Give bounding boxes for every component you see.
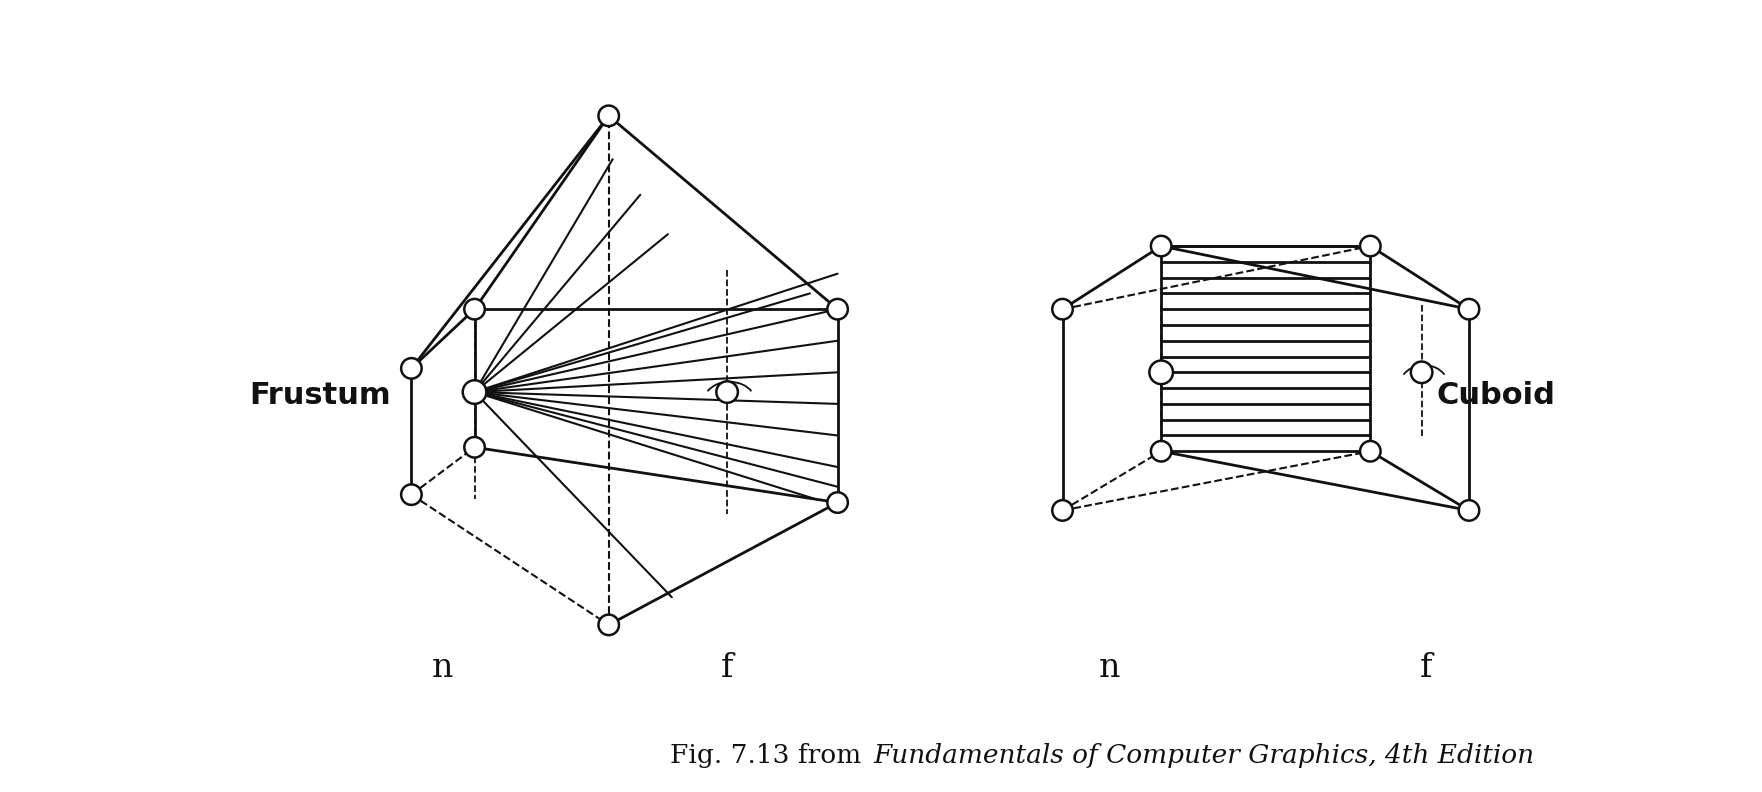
Text: Cuboid: Cuboid	[1436, 382, 1556, 410]
Text: Fundamentals of Computer Graphics, 4th Edition: Fundamentals of Computer Graphics, 4th E…	[874, 743, 1535, 767]
Circle shape	[1459, 501, 1480, 520]
Circle shape	[828, 299, 848, 319]
Circle shape	[599, 105, 618, 126]
Circle shape	[465, 437, 485, 458]
Text: f: f	[1420, 653, 1433, 684]
Circle shape	[465, 299, 485, 319]
Circle shape	[1151, 441, 1172, 462]
Circle shape	[1149, 360, 1173, 384]
Circle shape	[402, 358, 421, 379]
Circle shape	[717, 381, 738, 403]
Text: f: f	[721, 653, 733, 684]
Text: n: n	[1099, 653, 1121, 684]
Circle shape	[1459, 299, 1480, 319]
Circle shape	[1151, 236, 1172, 257]
Text: Frustum: Frustum	[250, 382, 391, 410]
Circle shape	[1052, 501, 1073, 520]
Text: n: n	[432, 653, 453, 684]
Circle shape	[1360, 441, 1381, 462]
Circle shape	[463, 380, 486, 404]
Circle shape	[402, 485, 421, 505]
Circle shape	[1360, 236, 1381, 257]
Circle shape	[599, 615, 618, 635]
Text: Fig. 7.13 from: Fig. 7.13 from	[670, 743, 869, 767]
Circle shape	[828, 493, 848, 512]
Circle shape	[1052, 299, 1073, 319]
Circle shape	[1411, 362, 1433, 383]
